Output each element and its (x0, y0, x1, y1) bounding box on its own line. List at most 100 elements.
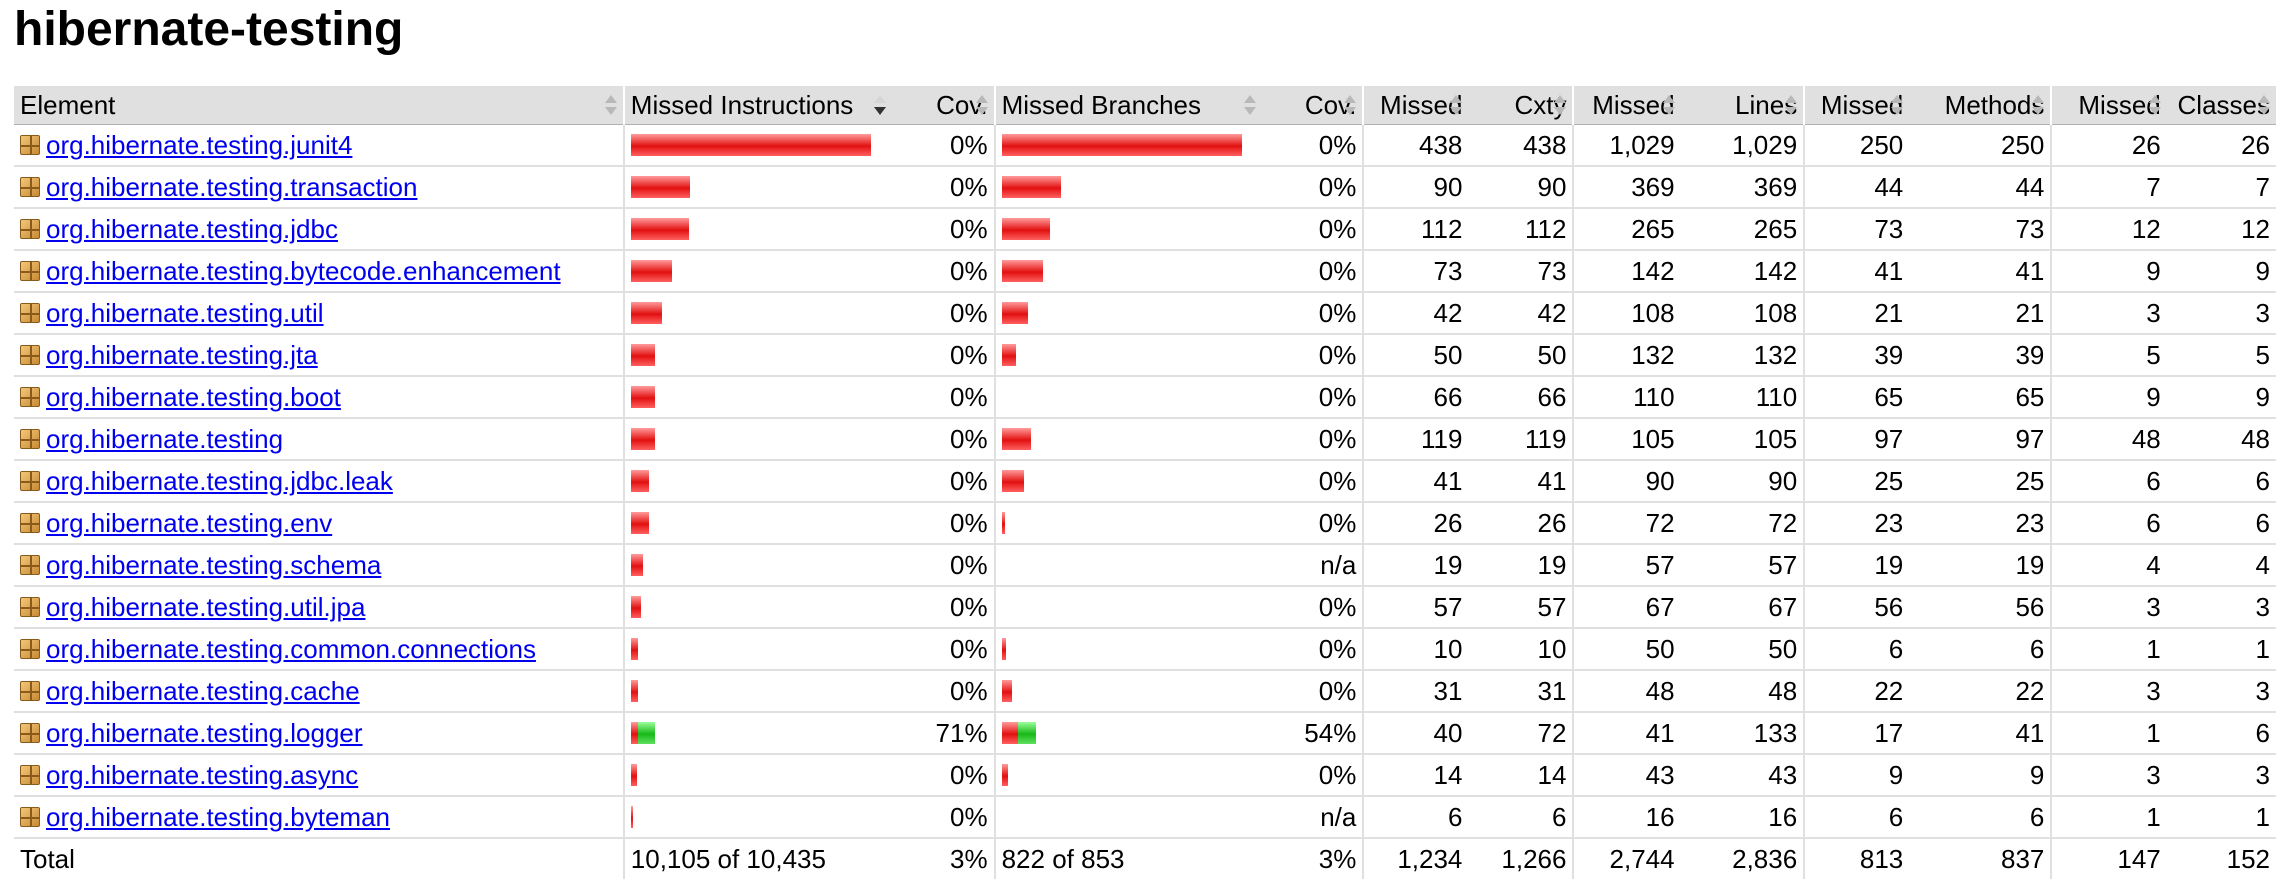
element-cell: org.hibernate.testing (14, 418, 624, 461)
branches-cov: 0% (1262, 628, 1364, 671)
branches-missed-bar (1001, 134, 1242, 156)
element-wrapper: org.hibernate.testing.bytecode.enhanceme… (20, 256, 617, 287)
coverage-rows: org.hibernate.testing.junit4 0% 0% 438 438 1,… (14, 124, 2276, 839)
package-link[interactable]: org.hibernate.testing.boot (46, 381, 341, 412)
lines: 1,029 (1680, 124, 1805, 167)
package-icon (20, 471, 40, 491)
element-cell: org.hibernate.testing.async (14, 754, 624, 797)
package-link[interactable]: org.hibernate.testing.transaction (46, 171, 418, 202)
header-row: Element Missed Instructions Cov. Missed … (14, 86, 2276, 125)
instructions-bar-cell (622, 292, 892, 335)
header-missed-instructions-label: Missed Instructions (630, 89, 854, 120)
package-icon (20, 303, 40, 323)
methods: 19 (1909, 544, 2052, 587)
instructions-cov: 0% (891, 334, 995, 377)
header-branches-cov[interactable]: Cov. (1262, 86, 1364, 125)
instructions-cov: 0% (891, 796, 995, 839)
missed-lines: 265 (1572, 208, 1681, 251)
missed-lines: 90 (1572, 460, 1681, 503)
instructions-bar-cell (622, 586, 892, 629)
sort-icon (1891, 95, 1904, 115)
package-link[interactable]: org.hibernate.testing.common.connections (46, 633, 536, 664)
header-missed-branches[interactable]: Missed Branches (993, 86, 1263, 125)
header-missed-methods-label: Missed (1820, 89, 1904, 120)
missed-cxty: 19 (1362, 544, 1469, 587)
missed-classes: 7 (2050, 166, 2167, 209)
header-cxty[interactable]: Cxty (1468, 86, 1574, 125)
missed-classes: 3 (2050, 292, 2167, 335)
header-classes[interactable]: Classes (2166, 86, 2276, 125)
branches-bar-cell (993, 754, 1263, 797)
package-link[interactable]: org.hibernate.testing.util.jpa (46, 591, 366, 622)
package-link[interactable]: org.hibernate.testing.cache (46, 675, 360, 706)
header-element[interactable]: Element (14, 86, 624, 125)
cxty: 119 (1468, 418, 1574, 461)
package-icon (20, 177, 40, 197)
element-cell: org.hibernate.testing.env (14, 502, 624, 545)
package-link[interactable]: org.hibernate.testing.jdbc (46, 213, 338, 244)
lines: 67 (1680, 586, 1805, 629)
methods: 25 (1909, 460, 2052, 503)
coverage-table: Element Missed Instructions Cov. Missed … (14, 86, 2276, 879)
missed-classes: 1 (2050, 796, 2167, 839)
missed-classes: 9 (2050, 250, 2167, 293)
classes: 6 (2166, 502, 2276, 545)
package-link[interactable]: org.hibernate.testing (46, 423, 284, 454)
branches-bar-cell (993, 334, 1263, 377)
instructions-cov: 0% (891, 628, 995, 671)
lines: 90 (1680, 460, 1805, 503)
package-link[interactable]: org.hibernate.testing.byteman (46, 801, 390, 832)
branches-cov: 0% (1262, 586, 1364, 629)
branches-missed-bar (1001, 512, 1005, 534)
classes: 48 (2166, 418, 2276, 461)
table-row: org.hibernate.testing.logger 71% 54% 40 72 41… (14, 712, 2276, 755)
missed-cxty: 41 (1362, 460, 1469, 503)
package-link[interactable]: org.hibernate.testing.junit4 (46, 129, 353, 160)
missed-cxty: 10 (1362, 628, 1469, 671)
package-link[interactable]: org.hibernate.testing.jdbc.leak (46, 465, 393, 496)
package-link[interactable]: org.hibernate.testing.jta (46, 339, 318, 370)
package-link[interactable]: org.hibernate.testing.async (46, 759, 359, 790)
package-link[interactable]: org.hibernate.testing.bytecode.enhanceme… (46, 255, 561, 286)
lines: 110 (1680, 376, 1805, 419)
package-link[interactable]: org.hibernate.testing.env (46, 507, 333, 538)
instructions-coverage-bar (630, 134, 886, 156)
missed-lines: 1,029 (1572, 124, 1681, 167)
package-link[interactable]: org.hibernate.testing.logger (46, 717, 363, 748)
missed-classes: 5 (2050, 334, 2167, 377)
element-cell: org.hibernate.testing.schema (14, 544, 624, 587)
package-link[interactable]: org.hibernate.testing.util (46, 297, 324, 328)
sort-icon (1662, 95, 1675, 115)
missed-lines: 142 (1572, 250, 1681, 293)
missed-cxty: 57 (1362, 586, 1469, 629)
methods: 250 (1909, 124, 2052, 167)
header-missed-methods[interactable]: Missed (1803, 86, 1910, 125)
package-link[interactable]: org.hibernate.testing.schema (46, 549, 382, 580)
branches-coverage-bar (1001, 218, 1257, 240)
branches-missed-bar (1001, 470, 1024, 492)
branches-bar-cell (993, 796, 1263, 839)
header-instructions-cov[interactable]: Cov. (891, 86, 995, 125)
branches-cov: 0% (1262, 166, 1364, 209)
header-methods[interactable]: Methods (1909, 86, 2052, 125)
lines: 369 (1680, 166, 1805, 209)
lines: 132 (1680, 334, 1805, 377)
header-missed-cxty[interactable]: Missed (1362, 86, 1469, 125)
header-missed-instructions[interactable]: Missed Instructions (622, 86, 892, 125)
missed-cxty: 42 (1362, 292, 1469, 335)
classes: 6 (2166, 712, 2276, 755)
instructions-cov: 0% (891, 376, 995, 419)
missed-cxty: 438 (1362, 124, 1469, 167)
header-missed-classes[interactable]: Missed (2050, 86, 2167, 125)
cxty: 42 (1468, 292, 1574, 335)
lines: 133 (1680, 712, 1805, 755)
element-wrapper: org.hibernate.testing.transaction (20, 172, 617, 203)
missed-classes: 1 (2050, 712, 2167, 755)
sort-icon (2258, 95, 2270, 115)
cxty: 50 (1468, 334, 1574, 377)
header-missed-lines[interactable]: Missed (1572, 86, 1681, 125)
instructions-bar-cell (622, 670, 892, 713)
header-lines[interactable]: Lines (1680, 86, 1805, 125)
sort-icon (2032, 95, 2045, 115)
missed-lines: 369 (1572, 166, 1681, 209)
